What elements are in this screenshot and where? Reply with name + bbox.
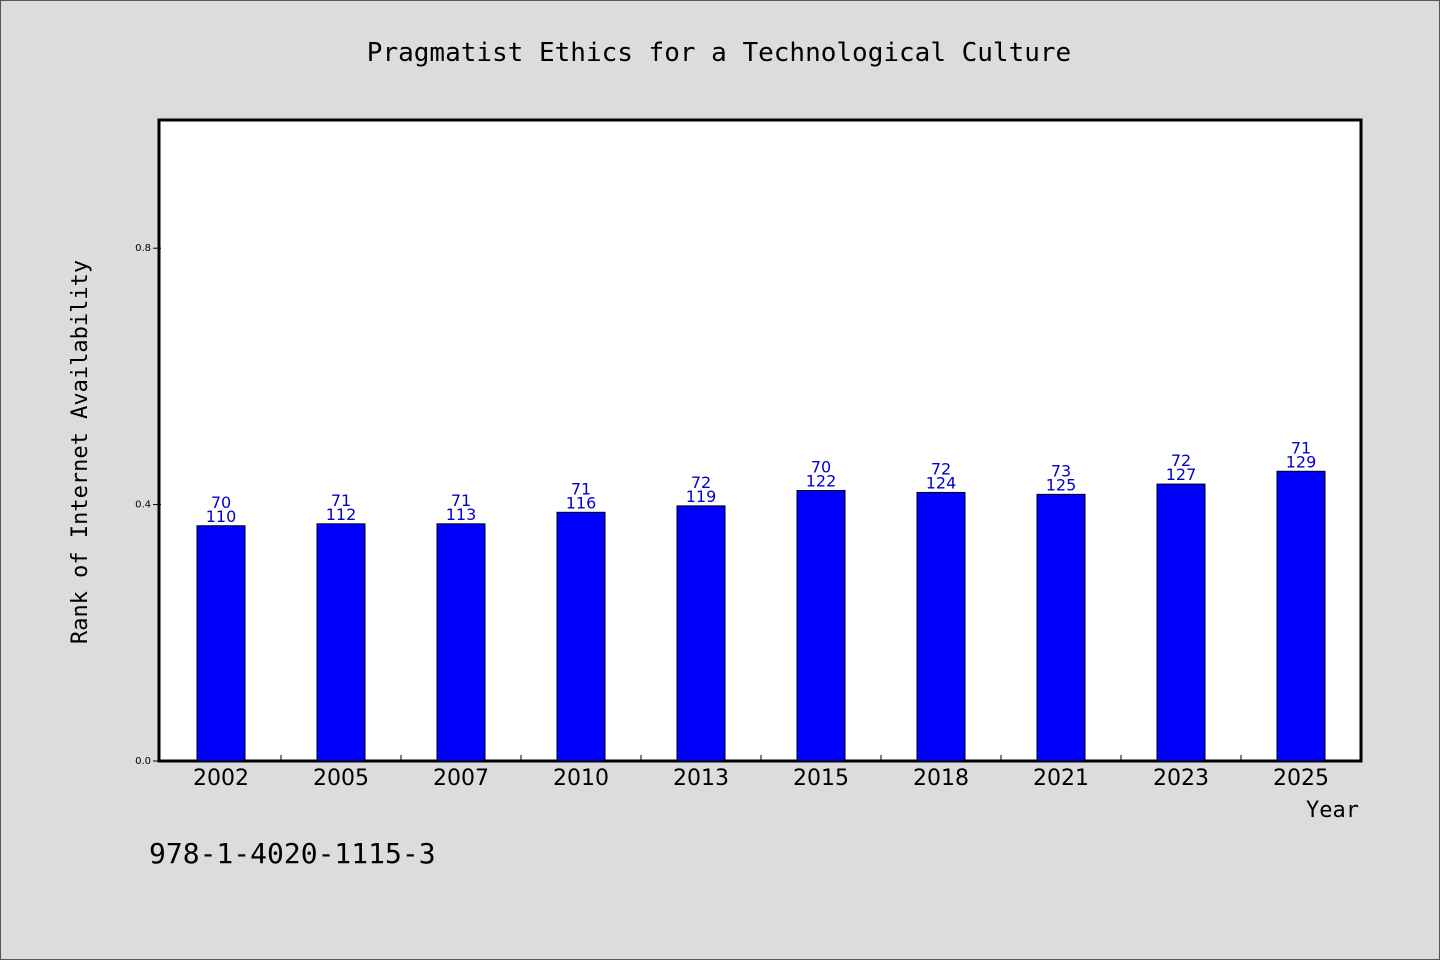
bar-2002 [196,525,246,762]
data-label-top-2015: 70 [811,457,831,476]
y-axis-label: Rank of Internet Availability [68,260,93,644]
data-label-bottom-2013: 119 [686,487,717,506]
y-ticks-group: 0.0 0.4 0.8 [135,243,161,767]
bar-2007 [436,523,486,762]
data-label-top-2013: 72 [691,473,711,492]
data-label-bottom-2025: 129 [1286,452,1317,471]
data-label-bottom-2005: 112 [326,505,357,524]
x-tick-label-2025: 2025 [1273,766,1329,791]
data-label-top-2010: 71 [571,479,591,498]
data-label-top-2025: 71 [1291,438,1311,457]
y-tick-label: 0.4 [135,500,151,511]
x-ticks-group: 2002 2005 2007 2010 2013 2015 2018 2021 2023 2025 [193,755,1329,791]
isbn-footer: 978-1-4020-1115-3 [149,837,436,870]
data-label-top-2023: 72 [1171,451,1191,470]
bar-2025 [1276,470,1326,762]
data-label-top-2007: 71 [451,491,471,510]
bar-2013 [676,505,726,762]
x-tick-label-2023: 2023 [1153,766,1209,791]
data-label-bottom-2021: 125 [1046,475,1077,494]
data-label-top-2021: 73 [1051,461,1071,480]
data-label-bottom-2010: 116 [566,493,597,512]
data-label-top-2002: 70 [211,493,231,512]
data-label-top-2018: 72 [931,459,951,478]
bar-2010 [556,511,606,762]
x-tick-label-2002: 2002 [193,766,249,791]
bar-2018 [916,491,966,762]
data-label-top-2005: 71 [331,491,351,510]
bar-2015 [796,489,846,762]
y-tick-label: 0.0 [135,756,151,767]
data-label-bottom-2002: 110 [206,507,237,526]
y-tick-label: 0.8 [135,243,151,254]
data-label-bottom-2015: 122 [806,471,837,490]
bar-2023 [1156,483,1206,762]
x-tick-label-2007: 2007 [433,766,489,791]
x-tick-label-2005: 2005 [313,766,369,791]
bars-group [196,470,1326,762]
x-tick-label-2018: 2018 [913,766,969,791]
x-tick-label-2010: 2010 [553,766,609,791]
bar-2005 [316,523,366,762]
data-label-bottom-2018: 124 [926,473,957,492]
data-labels-group: 7011071112711137111672119701227212473125… [206,438,1317,525]
x-tick-label-2013: 2013 [673,766,729,791]
x-tick-label-2015: 2015 [793,766,849,791]
data-label-bottom-2023: 127 [1166,465,1197,484]
data-label-bottom-2007: 113 [446,505,477,524]
x-tick-label-2021: 2021 [1033,766,1089,791]
bar-2021 [1036,493,1086,762]
x-axis-label: Year [1306,798,1359,823]
chart-title: Pragmatist Ethics for a Technological Cu… [367,38,1071,68]
